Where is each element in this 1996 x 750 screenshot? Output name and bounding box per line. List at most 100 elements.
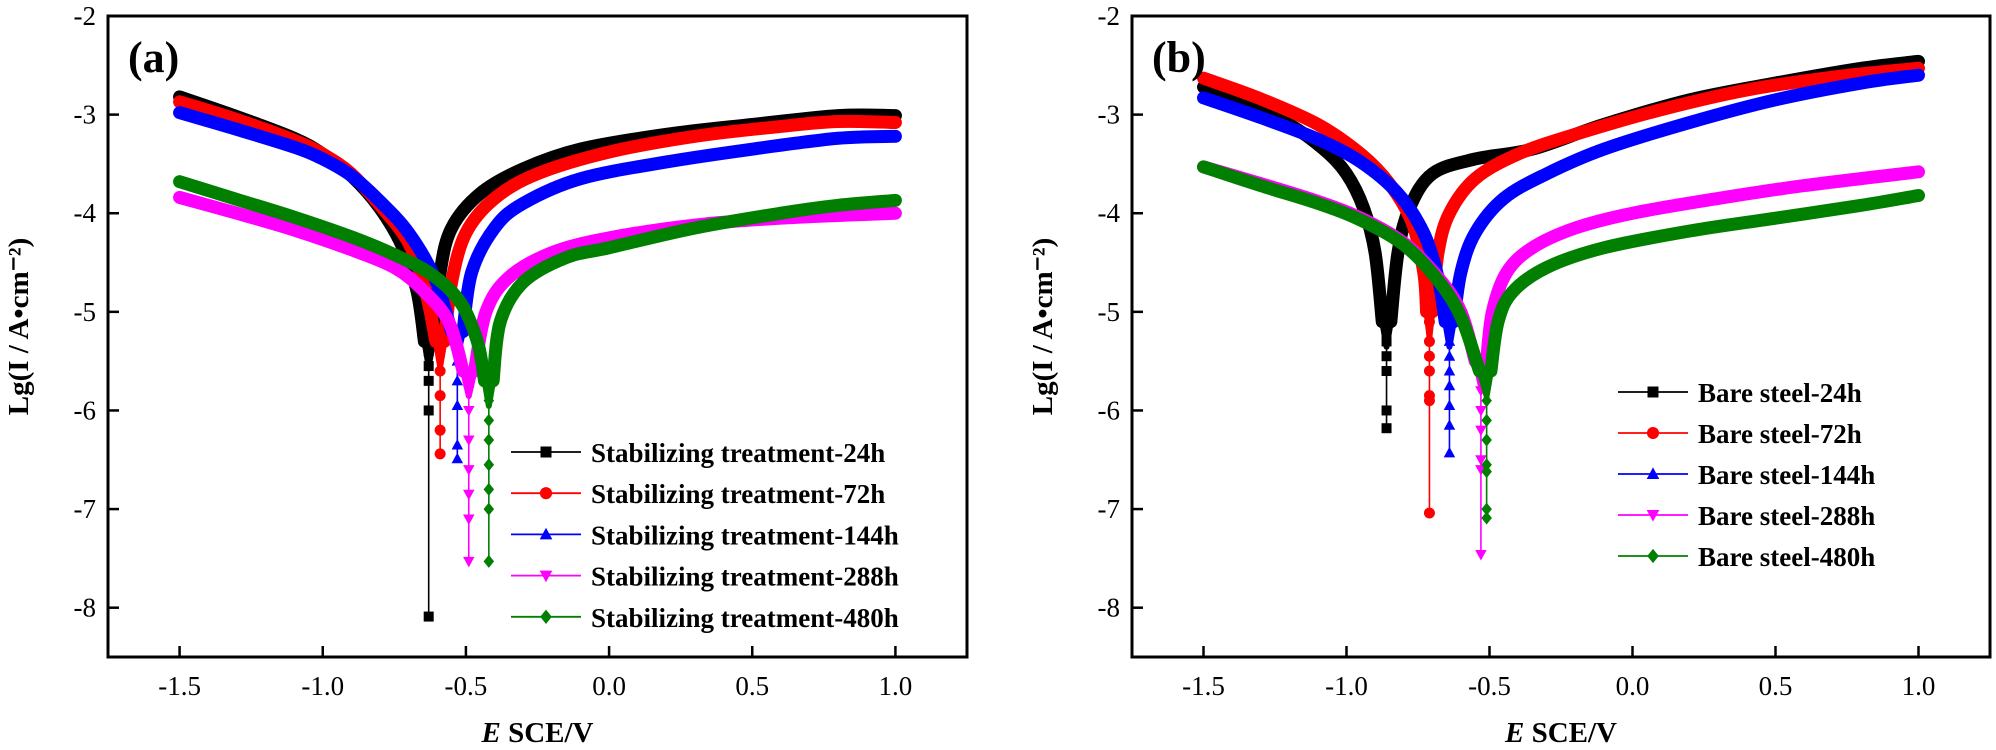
x-axis-title-unit: SCE/V bbox=[501, 717, 594, 749]
legend-label: Bare steel-72h bbox=[1698, 419, 1862, 449]
data-point-marker bbox=[451, 374, 464, 386]
x-axis-title-symbol: E bbox=[1504, 717, 1524, 749]
legend-marker bbox=[540, 609, 552, 624]
legend-label: Bare steel-288h bbox=[1698, 501, 1875, 531]
legend-item[interactable]: Stabilizing treatment-288h bbox=[511, 562, 899, 592]
legend: Stabilizing treatment-24h Stabilizing tre… bbox=[511, 438, 899, 633]
y-axis-title: Lg(I / A•cm⁻²) bbox=[1027, 238, 1059, 416]
x-tick-label: 0.5 bbox=[1759, 671, 1793, 701]
x-tick-label: -1.5 bbox=[158, 671, 201, 701]
data-point-marker bbox=[483, 458, 495, 472]
y-tick-label: -8 bbox=[1098, 593, 1121, 623]
data-point-marker bbox=[451, 399, 464, 411]
legend-label: Stabilizing treatment-288h bbox=[591, 562, 899, 592]
legend-item[interactable]: Stabilizing treatment-144h bbox=[511, 520, 899, 550]
legend-label: Stabilizing treatment-72h bbox=[591, 479, 885, 509]
data-point-marker bbox=[1381, 405, 1392, 416]
cathodic-branch bbox=[173, 175, 492, 388]
data-point-marker bbox=[1475, 405, 1487, 417]
panel-a: -1.5 -1.0 -0.5 0.0 0.5 1.0 -2 -3 -4 -5 -6 -7 -8 E SCE… bbox=[3, 1, 969, 749]
legend-item[interactable]: Stabilizing treatment-24h bbox=[511, 438, 885, 468]
data-point-marker bbox=[1443, 335, 1456, 346]
series-group bbox=[1197, 54, 1925, 561]
x-tick-label: 1.0 bbox=[879, 671, 913, 701]
series-stabilizing-treatment-72h bbox=[173, 95, 902, 460]
y-tick-label: -5 bbox=[74, 297, 97, 327]
data-point-marker bbox=[434, 365, 446, 377]
legend-item[interactable]: Bare steel-144h bbox=[1618, 460, 1875, 490]
plot-frame bbox=[1130, 14, 1992, 659]
legend-marker bbox=[539, 570, 553, 583]
data-point-marker bbox=[1443, 419, 1456, 430]
y-tick-label: -2 bbox=[1098, 1, 1121, 31]
cathodic-branch bbox=[1197, 80, 1389, 329]
legend-label: Bare steel-144h bbox=[1698, 460, 1875, 490]
data-point-marker bbox=[1381, 321, 1392, 332]
anodic-branch bbox=[1447, 68, 1925, 329]
data-point-marker bbox=[1443, 365, 1456, 376]
data-point-marker bbox=[483, 502, 495, 516]
data-point-marker bbox=[423, 375, 434, 386]
legend-marker bbox=[539, 527, 553, 540]
data-point-marker bbox=[1481, 465, 1492, 479]
x-tick-label: -1.0 bbox=[301, 671, 344, 701]
y-axis-title: Lg(I / A•cm⁻²) bbox=[3, 238, 35, 416]
x-tick-label: -0.5 bbox=[1468, 671, 1511, 701]
legend-item[interactable]: Stabilizing treatment-72h bbox=[511, 479, 885, 509]
anodic-branch bbox=[468, 206, 902, 378]
anodic-branch bbox=[1425, 61, 1925, 319]
data-point-marker bbox=[434, 390, 446, 402]
y-tick-label: -6 bbox=[74, 395, 97, 425]
data-point-marker bbox=[1423, 335, 1435, 347]
panel-label: (a) bbox=[128, 33, 179, 82]
y-tick-label: -3 bbox=[1098, 100, 1121, 130]
legend-item[interactable]: Bare steel-480h bbox=[1618, 542, 1875, 572]
data-point-marker bbox=[1423, 395, 1435, 407]
cathodic-branch bbox=[1197, 160, 1486, 378]
legend-label: Bare steel-24h bbox=[1698, 378, 1862, 408]
legend-marker bbox=[539, 487, 553, 500]
legend-item[interactable]: Bare steel-72h bbox=[1618, 419, 1862, 449]
x-axis-title-unit: SCE/V bbox=[1524, 717, 1617, 749]
legend-item[interactable]: Bare steel-24h bbox=[1618, 378, 1862, 408]
y-tick-label: -5 bbox=[1098, 297, 1121, 327]
data-point-marker bbox=[1443, 446, 1456, 458]
data-point-marker bbox=[1481, 458, 1492, 472]
data-point-marker bbox=[463, 489, 475, 501]
y-tick-label: -7 bbox=[1098, 494, 1121, 524]
data-point-marker bbox=[423, 346, 434, 357]
x-tick-label: 1.0 bbox=[1902, 671, 1936, 701]
x-axis-title-symbol: E bbox=[480, 717, 500, 749]
data-point-marker bbox=[1481, 433, 1492, 447]
series-stabilizing-treatment-480h bbox=[173, 175, 902, 568]
legend-label: Stabilizing treatment-24h bbox=[591, 438, 885, 468]
data-point-marker bbox=[1475, 465, 1487, 476]
legend-item[interactable]: Stabilizing treatment-480h bbox=[511, 603, 899, 633]
legend-marker bbox=[1647, 386, 1659, 398]
legend: Bare steel-24h Bare steel-72h Bare steel-1… bbox=[1618, 378, 1875, 572]
data-point-marker bbox=[1443, 350, 1456, 361]
data-point-marker bbox=[434, 448, 446, 460]
y-tick-label: -6 bbox=[1098, 395, 1121, 425]
data-point-marker bbox=[463, 386, 475, 397]
legend-marker bbox=[1646, 467, 1660, 479]
legend-marker bbox=[1647, 548, 1659, 564]
data-point-marker bbox=[1475, 549, 1487, 561]
y-tick-label: -4 bbox=[1098, 198, 1121, 228]
y-tick-label: -2 bbox=[74, 1, 97, 31]
legend-label: Bare steel-480h bbox=[1698, 542, 1875, 572]
x-tick-label: -1.0 bbox=[1325, 671, 1368, 701]
y-tick-label: -3 bbox=[74, 100, 97, 130]
data-point-marker bbox=[1481, 502, 1492, 516]
legend-label: Stabilizing treatment-144h bbox=[591, 520, 899, 550]
data-point-marker bbox=[423, 611, 434, 622]
legend-item[interactable]: Bare steel-288h bbox=[1618, 501, 1875, 531]
data-point-marker bbox=[423, 361, 434, 372]
anodic-branch bbox=[437, 114, 902, 348]
data-point-marker bbox=[1443, 379, 1456, 391]
legend-marker bbox=[1646, 510, 1660, 522]
data-point-marker bbox=[1475, 425, 1487, 437]
y-tick-label: -7 bbox=[74, 494, 97, 524]
x-tick-label: 0.5 bbox=[735, 671, 769, 701]
